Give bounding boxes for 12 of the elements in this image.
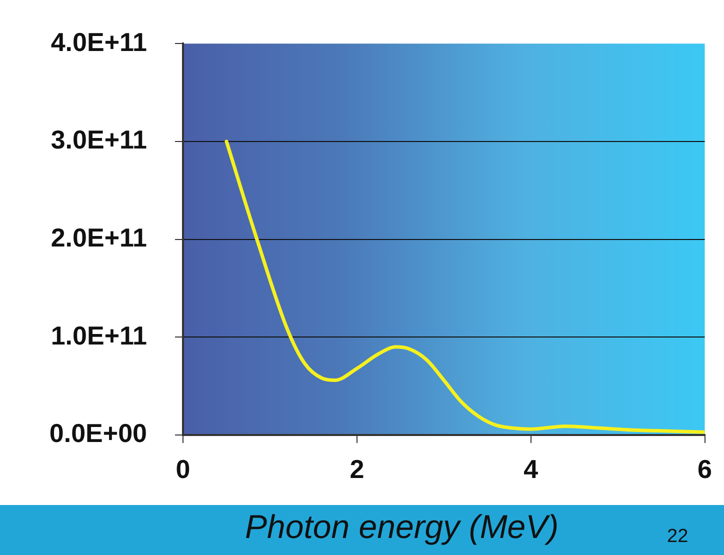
y-tick-label: 0.0E+00 bbox=[49, 418, 147, 448]
text: 22 bbox=[667, 526, 688, 548]
y-tick-label: 4.0E+11 bbox=[50, 26, 147, 57]
x-tick-label: 6 bbox=[698, 454, 712, 484]
y-tick-label: 2.0E+11 bbox=[50, 222, 147, 252]
y-tick-label: 3.0E+11 bbox=[50, 124, 147, 155]
x-axis-title: Photon energy (MeV) bbox=[245, 508, 559, 546]
x-tick-label: 4 bbox=[524, 454, 539, 484]
line-series bbox=[224, 140, 705, 434]
x-tick-label: 0 bbox=[176, 454, 190, 484]
y-tick-label: 1.0E+11 bbox=[50, 320, 147, 350]
x-tick-label: 2 bbox=[350, 454, 364, 484]
